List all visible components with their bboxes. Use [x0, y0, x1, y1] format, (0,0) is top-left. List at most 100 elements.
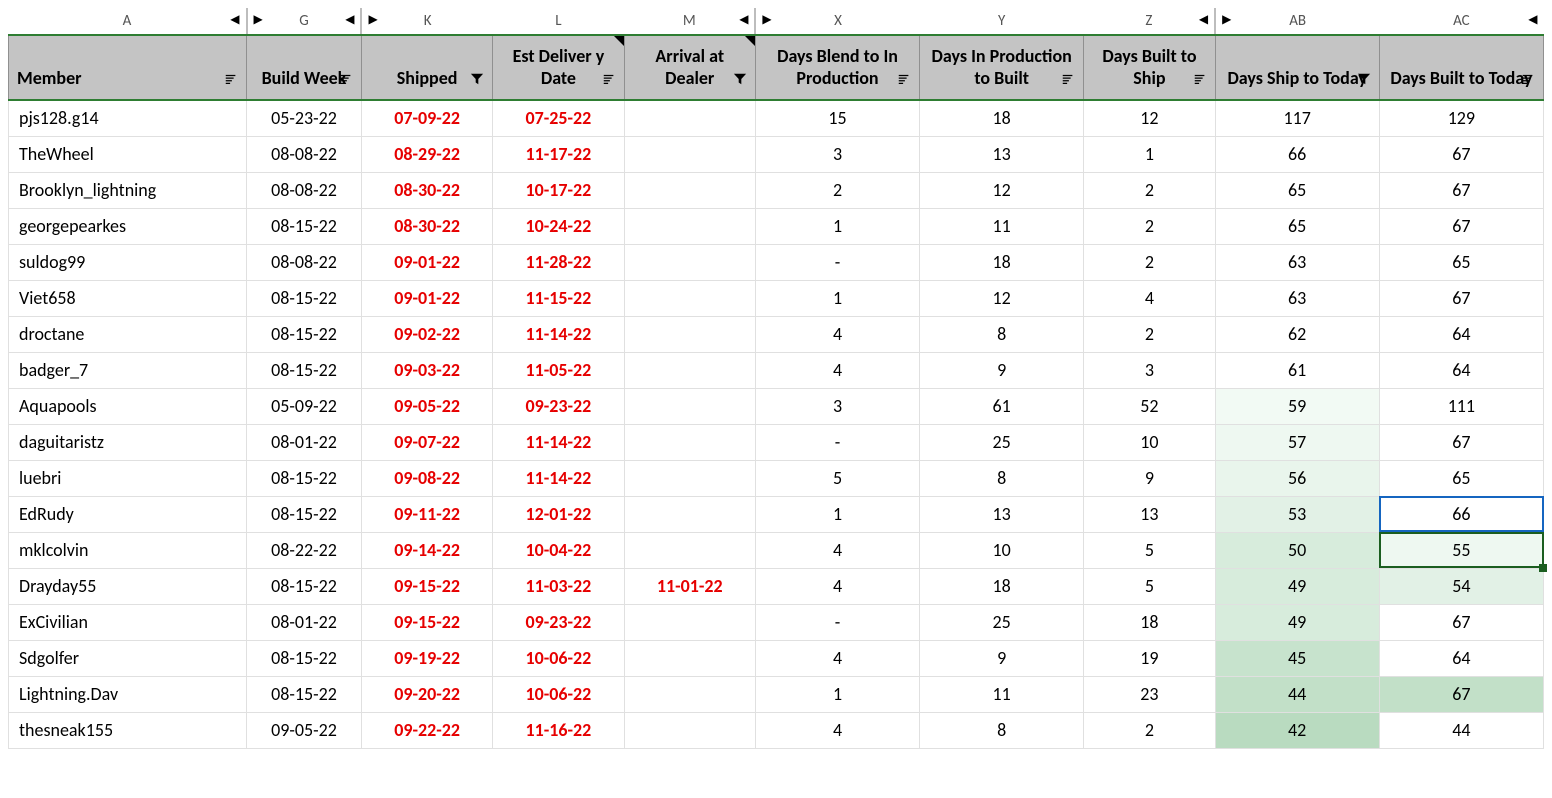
collapse-right-icon[interactable]: ◀	[230, 12, 239, 27]
cell[interactable]: 4	[755, 640, 919, 676]
sort-icon[interactable]	[224, 68, 238, 90]
cell[interactable]: 3	[755, 388, 919, 424]
cell[interactable]	[624, 460, 755, 496]
cell[interactable]: 09-01-22	[361, 244, 492, 280]
cell[interactable]: 1	[755, 676, 919, 712]
cell[interactable]	[624, 424, 755, 460]
cell[interactable]: TheWheel	[9, 136, 247, 172]
note-indicator-icon[interactable]	[745, 36, 755, 46]
cell[interactable]: 05-09-22	[247, 388, 362, 424]
cell[interactable]	[624, 244, 755, 280]
cell[interactable]: 25	[920, 424, 1084, 460]
column-letter[interactable]: A◀	[9, 8, 247, 35]
column-header[interactable]: Build Week	[247, 35, 362, 100]
cell[interactable]: 09-15-22	[361, 604, 492, 640]
column-letter[interactable]: AC◀	[1379, 8, 1543, 35]
cell[interactable]	[624, 100, 755, 136]
cell[interactable]: 42	[1215, 712, 1379, 748]
cell[interactable]	[624, 172, 755, 208]
cell[interactable]: 44	[1215, 676, 1379, 712]
cell[interactable]: 11	[920, 676, 1084, 712]
cell[interactable]	[624, 640, 755, 676]
cell[interactable]: 10	[1084, 424, 1215, 460]
cell[interactable]: Viet658	[9, 280, 247, 316]
cell[interactable]: 08-15-22	[247, 496, 362, 532]
collapse-right-icon[interactable]: ◀	[1528, 12, 1537, 27]
cell[interactable]: 10-06-22	[493, 676, 624, 712]
cell[interactable]: 5	[755, 460, 919, 496]
cell[interactable]: 8	[920, 316, 1084, 352]
cell[interactable]: 4	[1084, 280, 1215, 316]
cell[interactable]: 1	[755, 208, 919, 244]
expand-left-icon[interactable]: ▶	[254, 12, 263, 27]
cell[interactable]: -	[755, 604, 919, 640]
column-letter[interactable]: ▶X	[755, 8, 919, 35]
cell[interactable]: 19	[1084, 640, 1215, 676]
cell[interactable]	[624, 532, 755, 568]
cell[interactable]: 5	[1084, 532, 1215, 568]
cell[interactable]: 3	[755, 136, 919, 172]
cell[interactable]	[624, 316, 755, 352]
cell[interactable]: 08-15-22	[247, 352, 362, 388]
cell[interactable]: 64	[1379, 316, 1543, 352]
cell[interactable]: 12	[1084, 100, 1215, 136]
cell[interactable]: 11-05-22	[493, 352, 624, 388]
cell[interactable]	[624, 676, 755, 712]
expand-left-icon[interactable]: ▶	[762, 12, 771, 27]
sort-icon[interactable]	[339, 68, 353, 90]
cell[interactable]: 63	[1215, 244, 1379, 280]
cell[interactable]: 09-20-22	[361, 676, 492, 712]
cell[interactable]: 9	[1084, 460, 1215, 496]
cell[interactable]: 09-01-22	[361, 280, 492, 316]
cell[interactable]: Lightning.Dav	[9, 676, 247, 712]
cell[interactable]: suldog99	[9, 244, 247, 280]
cell[interactable]: 10-24-22	[493, 208, 624, 244]
cell[interactable]: pjs128.g14	[9, 100, 247, 136]
cell[interactable]: EdRudy	[9, 496, 247, 532]
cell[interactable]: 08-30-22	[361, 208, 492, 244]
cell[interactable]: 18	[920, 100, 1084, 136]
cell[interactable]: 8	[920, 460, 1084, 496]
cell[interactable]: 08-15-22	[247, 568, 362, 604]
cell[interactable]: 65	[1379, 460, 1543, 496]
cell[interactable]: 23	[1084, 676, 1215, 712]
cell[interactable]: 18	[1084, 604, 1215, 640]
column-header[interactable]: Member	[9, 35, 247, 100]
cell[interactable]: 12	[920, 172, 1084, 208]
column-letter[interactable]: L	[493, 8, 624, 35]
cell[interactable]: Aquapools	[9, 388, 247, 424]
cell[interactable]: 18	[920, 568, 1084, 604]
cell[interactable]: 117	[1215, 100, 1379, 136]
cell[interactable]: 11-17-22	[493, 136, 624, 172]
cell[interactable]: 64	[1379, 640, 1543, 676]
cell[interactable]: 1	[1084, 136, 1215, 172]
cell[interactable]: 49	[1215, 604, 1379, 640]
cell[interactable]	[624, 208, 755, 244]
cell[interactable]: 15	[755, 100, 919, 136]
cell[interactable]: 08-15-22	[247, 640, 362, 676]
cell[interactable]: mklcolvin	[9, 532, 247, 568]
column-letter[interactable]: Z◀	[1084, 8, 1215, 35]
cell[interactable]: 9	[920, 640, 1084, 676]
cell[interactable]: 09-15-22	[361, 568, 492, 604]
cell[interactable]: 57	[1215, 424, 1379, 460]
cell[interactable]: 5	[1084, 568, 1215, 604]
cell[interactable]: Brooklyn_lightning	[9, 172, 247, 208]
cell[interactable]: 3	[1084, 352, 1215, 388]
cell[interactable]: 11-28-22	[493, 244, 624, 280]
cell[interactable]: 13	[1084, 496, 1215, 532]
column-header[interactable]: Est Deliver y Date	[493, 35, 624, 100]
cell[interactable]: 25	[920, 604, 1084, 640]
cell[interactable]: daguitaristz	[9, 424, 247, 460]
cell[interactable]: 08-08-22	[247, 136, 362, 172]
cell[interactable]: 11-01-22	[624, 568, 755, 604]
cell[interactable]: 13	[920, 496, 1084, 532]
cell[interactable]: 44	[1379, 712, 1543, 748]
cell[interactable]: 08-01-22	[247, 424, 362, 460]
cell[interactable]: 09-08-22	[361, 460, 492, 496]
cell[interactable]: 56	[1215, 460, 1379, 496]
cell[interactable]: 9	[920, 352, 1084, 388]
cell[interactable]: 09-03-22	[361, 352, 492, 388]
cell[interactable]: 8	[920, 712, 1084, 748]
cell[interactable]: 67	[1379, 136, 1543, 172]
